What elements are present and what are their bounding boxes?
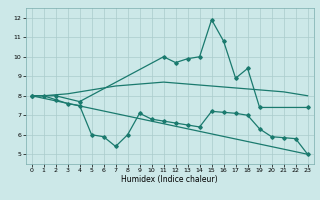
X-axis label: Humidex (Indice chaleur): Humidex (Indice chaleur) <box>121 175 218 184</box>
